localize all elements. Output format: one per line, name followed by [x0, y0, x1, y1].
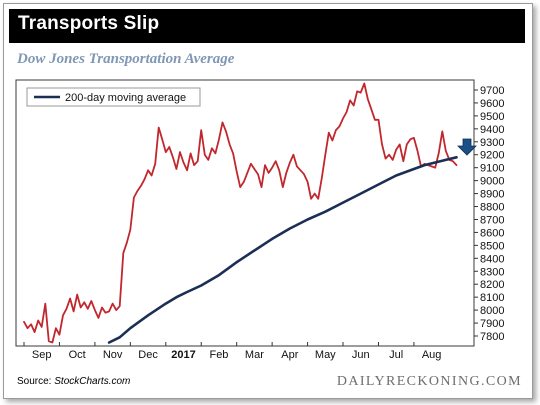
y-tick-label: 8800 — [480, 202, 504, 214]
y-tick-label: 8400 — [480, 253, 504, 265]
y-tick-label: 9600 — [480, 98, 504, 110]
x-tick-label: Nov — [103, 349, 123, 361]
chart-subtitle: Dow Jones Transportation Average — [17, 51, 235, 67]
x-tick-label: Mar — [245, 349, 264, 361]
y-tick-label: 9400 — [480, 124, 504, 136]
y-tick-label: 9700 — [480, 85, 504, 97]
x-tick-label: Jun — [352, 349, 370, 361]
y-tick-label: 9500 — [480, 111, 504, 123]
y-tick-label: 8600 — [480, 227, 504, 239]
x-tick-label: Dec — [138, 349, 158, 361]
y-tick-label: 8200 — [480, 279, 504, 291]
y-tick-label: 8700 — [480, 214, 504, 226]
x-tick-label: May — [315, 349, 336, 361]
plot-area — [15, 79, 475, 347]
y-tick-label: 8100 — [480, 292, 504, 304]
price-series-line — [23, 82, 458, 344]
down-arrow-icon — [457, 138, 477, 156]
page-title: Transports Slip — [18, 13, 160, 34]
source-name: StockCharts.com — [54, 376, 131, 387]
x-tick-label: Feb — [209, 349, 228, 361]
legend-label: 200-day moving average — [65, 92, 186, 104]
y-tick-label: 8300 — [480, 266, 504, 278]
x-tick-label: 2017 — [171, 349, 195, 361]
y-tick-label: 8000 — [480, 305, 504, 317]
y-tick-label: 9100 — [480, 163, 504, 175]
brand-logo: DAILYRECKONING.COM — [336, 374, 522, 389]
x-tick-label: Oct — [69, 349, 86, 361]
y-tick-label: 9200 — [480, 150, 504, 162]
source-prefix: Source: — [17, 376, 55, 387]
y-tick-label: 8500 — [480, 240, 504, 252]
source-note: Source: StockCharts.com — [17, 376, 130, 387]
x-tick-label: Jul — [389, 349, 403, 361]
y-tick-label: 7800 — [480, 331, 504, 343]
x-tick-label: Aug — [422, 349, 442, 361]
legend-box — [26, 87, 201, 107]
x-tick-label: Sep — [32, 349, 52, 361]
x-tick-label: Apr — [281, 349, 298, 361]
moving-average-line — [107, 156, 458, 344]
y-tick-label: 9000 — [480, 176, 504, 188]
title-bar: Transports Slip — [9, 9, 525, 43]
y-tick-label: 8900 — [480, 189, 504, 201]
y-tick-label: 7900 — [480, 318, 504, 330]
y-tick-label: 9300 — [480, 137, 504, 149]
